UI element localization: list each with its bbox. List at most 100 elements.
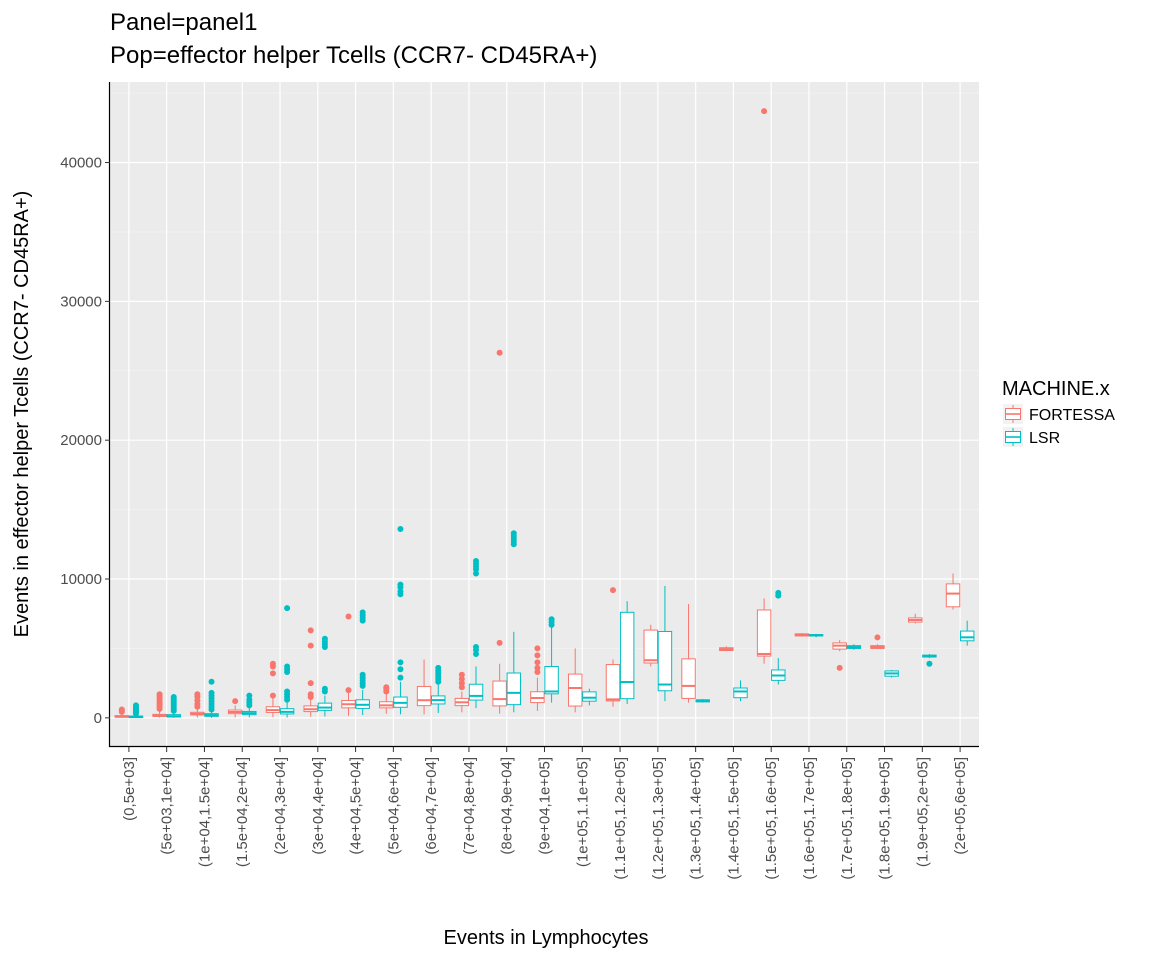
box-fortessa-15 — [681, 604, 696, 703]
outlier — [458, 675, 465, 682]
chart-subtitle: Pop=effector helper Tcells (CCR7- CD45RA… — [110, 42, 597, 69]
outlier — [397, 674, 404, 681]
y-tick-label: 30000 — [60, 293, 102, 310]
box-lsr-11 — [544, 616, 559, 703]
outlier — [307, 680, 314, 687]
outlier — [458, 671, 465, 678]
x-tick-label: (3e+04,4e+04] — [310, 757, 327, 855]
outlier — [609, 587, 616, 594]
box-lsr-9 — [468, 557, 484, 709]
box-lsr-21 — [922, 653, 937, 667]
box — [657, 630, 673, 692]
box — [733, 687, 748, 699]
outlier — [548, 616, 555, 623]
outlier — [473, 557, 480, 564]
box-fortessa-18 — [794, 633, 810, 637]
outlier — [775, 589, 782, 596]
outlier — [246, 696, 253, 703]
box-lsr-1 — [166, 694, 181, 718]
outlier — [359, 671, 366, 678]
outlier — [321, 685, 328, 692]
outlier — [435, 664, 442, 671]
outlier — [458, 684, 465, 691]
outlier — [208, 689, 215, 696]
outlier — [132, 702, 139, 709]
box-fortessa-8 — [416, 659, 432, 715]
outlier — [458, 680, 465, 687]
box-fortessa-4 — [265, 660, 281, 718]
x-tick-label: (6e+04,7e+04] — [423, 757, 440, 855]
x-tick-label: (2e+05,6e+05] — [952, 757, 969, 855]
chart-title: Panel=panel1 — [110, 9, 257, 36]
box-lsr-2 — [204, 678, 219, 718]
outlier — [246, 692, 253, 699]
y-tick-label: 0 — [94, 710, 102, 727]
outlier — [496, 639, 503, 646]
x-tick-label: (2e+04,3e+04] — [272, 757, 289, 855]
box-lsr-8 — [431, 664, 446, 713]
outlier — [473, 570, 480, 577]
outlier — [208, 678, 215, 685]
outlier — [473, 650, 480, 657]
outlier — [269, 670, 276, 677]
box-fortessa-7 — [379, 684, 394, 714]
box — [506, 672, 522, 706]
outlier — [156, 691, 163, 698]
box — [756, 609, 772, 657]
legend: MACHINE.x FORTESSA LSR — [1002, 378, 1115, 447]
boxplots — [114, 108, 975, 719]
y-axis-title: Events in effector helper Tcells (CCR7- … — [11, 191, 33, 638]
box-lsr-13 — [619, 601, 635, 704]
x-tick-label: (7e+04,8e+04] — [461, 757, 478, 855]
x-tick-label: (4e+04,5e+04] — [348, 757, 365, 855]
outlier — [510, 530, 517, 537]
box-lsr-6 — [355, 609, 370, 716]
outlier — [359, 609, 366, 616]
outlier — [307, 691, 314, 698]
outlier — [284, 663, 291, 670]
box-lsr-15 — [695, 699, 710, 703]
outlier — [284, 688, 291, 695]
legend-key-fortessa — [1003, 404, 1023, 424]
y-axis-ticks: 0 10000 20000 30000 40000 — [60, 155, 110, 727]
box-lsr-17 — [771, 589, 786, 685]
box-fortessa-0 — [114, 706, 130, 718]
box-lsr-12 — [582, 688, 597, 706]
x-tick-label: (1.1e+05,1.2e+05] — [612, 757, 629, 880]
outlier — [321, 635, 328, 642]
outlier — [534, 659, 541, 666]
axes — [108, 82, 979, 748]
box — [959, 630, 975, 642]
box-lsr-3 — [242, 692, 257, 718]
outlier — [397, 526, 404, 533]
outlier — [534, 669, 541, 676]
x-tick-label: (1.5e+04,2e+04] — [234, 757, 251, 867]
box-lsr-5 — [317, 635, 333, 717]
box-fortessa-11 — [530, 645, 545, 711]
outlier — [836, 664, 843, 671]
outlier — [761, 108, 768, 115]
legend-label-lsr: LSR — [1029, 430, 1060, 447]
box-fortessa-20 — [870, 634, 885, 650]
x-axis-ticks: (0,5e+03] (5e+03,1e+04] (1e+04,1.5e+04] (1.… — [121, 747, 969, 880]
legend-label-fortessa: FORTESSA — [1029, 407, 1115, 424]
box-lsr-14 — [657, 585, 673, 702]
box-fortessa-19 — [832, 640, 847, 671]
box — [582, 691, 597, 702]
box-lsr-18 — [808, 633, 824, 638]
box-fortessa-10 — [492, 349, 507, 714]
x-tick-label: (0,5e+03] — [121, 757, 138, 821]
outlier — [397, 588, 404, 595]
box — [945, 583, 961, 608]
outlier — [307, 642, 314, 649]
outlier — [874, 634, 881, 641]
box-fortessa-9 — [454, 671, 470, 713]
legend-key-lsr — [1003, 427, 1023, 447]
outlier — [170, 694, 177, 701]
x-axis-title: Events in Lymphocytes — [444, 927, 649, 949]
box-lsr-7 — [393, 526, 408, 715]
outlier — [269, 660, 276, 667]
x-tick-label: (1.6e+05,1.7e+05] — [801, 757, 818, 880]
outlier — [269, 692, 276, 699]
box-fortessa-16 — [719, 646, 734, 652]
